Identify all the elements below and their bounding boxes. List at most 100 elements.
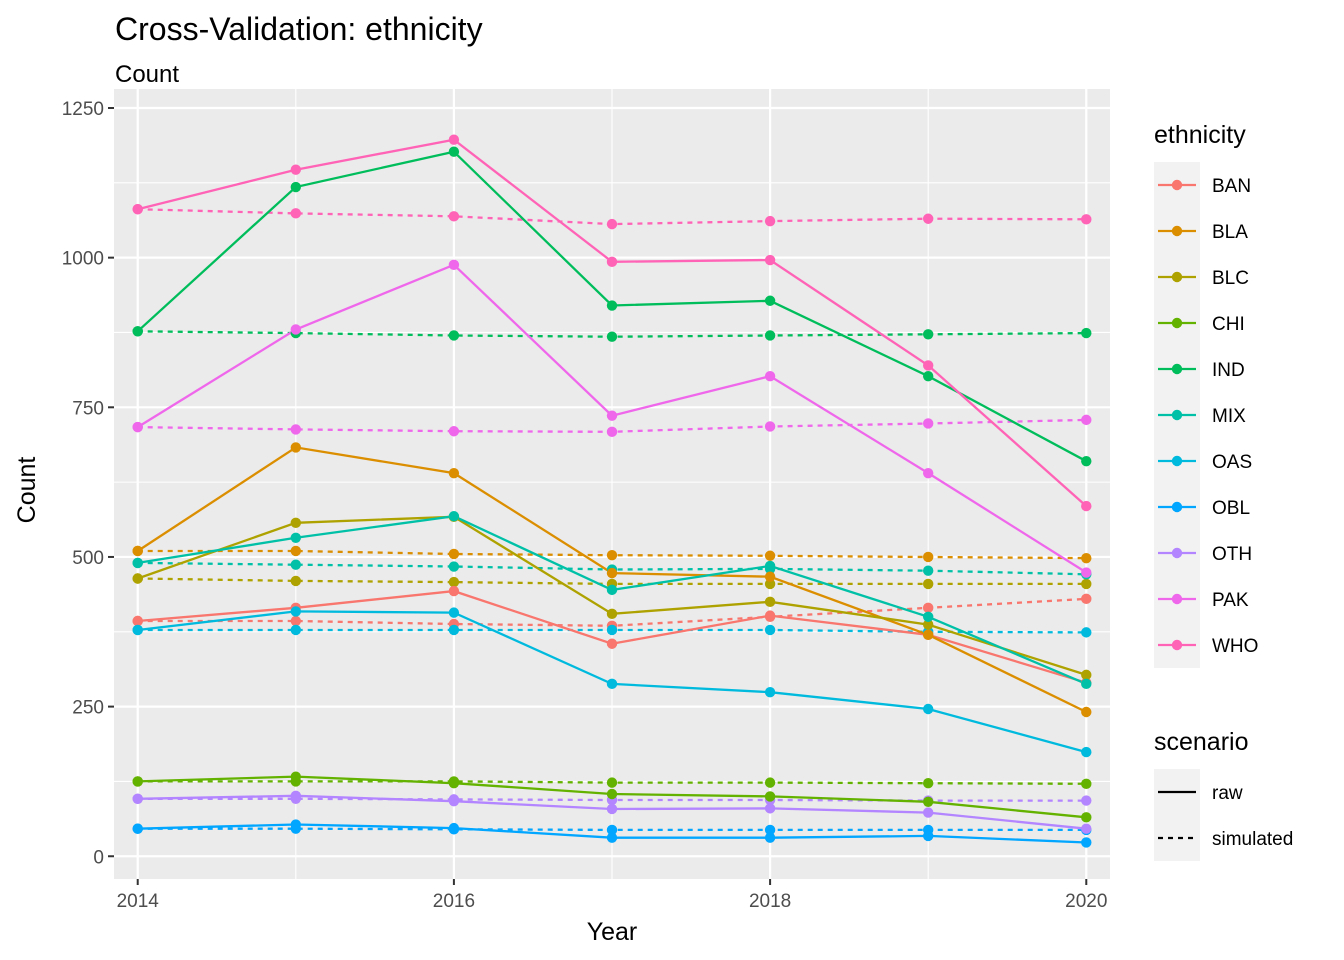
point-oth-simulated-2020 [1081,795,1092,806]
point-pak-raw-2019 [922,467,934,479]
point-pak-raw-2018 [764,370,776,382]
y-tick-label: 500 [72,548,104,569]
y-tick-label: 0 [93,847,104,868]
point-ban-raw-2018 [764,610,776,621]
point-ind-simulated-2020 [1081,327,1092,339]
point-bla-simulated-2016 [448,548,460,560]
point-bla-simulated-2015 [290,545,302,557]
point-obl-raw-2017 [606,832,618,843]
legend-key-point [1171,593,1183,605]
point-mix-simulated-2015 [290,559,302,570]
chart-title: Cross-Validation: ethnicity [115,11,483,47]
point-chi-simulated-2018 [764,777,776,788]
legend-label-pak: PAK [1212,590,1249,611]
point-pak-simulated-2016 [448,426,460,437]
point-blc-raw-2018 [764,596,776,608]
point-ind-raw-2016 [448,146,460,157]
point-chi-raw-2020 [1081,812,1092,823]
point-blc-raw-2020 [1081,669,1092,681]
point-bla-raw-2017 [606,567,618,579]
point-bla-raw-2015 [290,442,302,453]
point-ind-simulated-2019 [922,329,934,340]
point-ind-raw-2020 [1081,455,1092,467]
point-chi-raw-2019 [922,796,934,807]
legend-key-point [1171,455,1183,467]
legend-label-oth: OTH [1212,544,1252,565]
point-who-simulated-2017 [606,218,618,230]
point-oas-raw-2016 [448,607,460,618]
point-pak-simulated-2020 [1081,414,1092,426]
point-who-simulated-2016 [448,211,460,222]
point-who-raw-2015 [290,164,302,175]
point-blc-raw-2015 [290,517,302,529]
point-who-raw-2018 [764,254,776,266]
point-ind-raw-2018 [764,295,776,306]
point-who-simulated-2015 [290,208,302,219]
point-bla-raw-2016 [448,467,460,479]
point-oas-simulated-2016 [448,624,460,636]
point-ban-raw-2016 [448,585,460,597]
point-mix-raw-2014 [132,557,143,569]
point-oas-simulated-2015 [290,624,302,636]
point-blc-raw-2014 [132,573,143,584]
point-who-raw-2020 [1081,500,1092,512]
point-blc-raw-2019 [922,619,934,630]
point-obl-simulated-2017 [606,824,618,836]
legend-label-oas: OAS [1212,452,1252,473]
x-tick-label: 2020 [1065,891,1107,912]
point-who-raw-2016 [448,134,460,145]
legend-key-point [1171,547,1183,559]
x-tick-label: 2016 [433,891,475,912]
legend-label-simulated: simulated [1212,829,1293,850]
legend-key-point [1171,271,1183,283]
point-ind-raw-2017 [606,300,618,311]
legend-key-point [1171,639,1183,651]
legend-key-point [1171,317,1183,329]
point-pak-simulated-2017 [606,426,618,438]
point-who-raw-2017 [606,256,618,268]
point-ind-raw-2014 [132,326,143,337]
point-oas-simulated-2018 [764,624,776,636]
point-chi-raw-2014 [132,776,143,787]
point-ind-raw-2019 [922,370,934,382]
point-ind-simulated-2018 [764,330,776,341]
point-ind-simulated-2017 [606,331,618,342]
legend-label-who: WHO [1212,636,1258,657]
y-tick-label: 750 [72,398,104,419]
axes: 0 250 500 750 1000 1250 2014 2016 2018 2020 [62,99,1108,912]
x-axis-title: Year [587,918,638,946]
point-bla-raw-2019 [922,629,934,640]
legend-label-bla: BLA [1212,222,1248,243]
point-blc-raw-2017 [606,608,618,620]
point-ban-simulated-2015 [290,615,302,627]
point-oth-raw-2015 [290,790,302,801]
point-bla-simulated-2019 [922,551,934,563]
point-mix-raw-2017 [606,584,618,596]
point-obl-raw-2019 [922,830,934,842]
point-bla-simulated-2018 [764,550,776,561]
point-chi-simulated-2020 [1081,778,1092,790]
point-pak-simulated-2018 [764,421,776,432]
point-bla-raw-2018 [764,571,776,582]
legend-label-mix: MIX [1212,406,1246,427]
legend-key-point [1171,179,1183,191]
legend-label-blc: BLC [1212,268,1249,289]
point-obl-raw-2015 [290,819,302,830]
point-oth-raw-2016 [448,795,460,807]
point-oas-raw-2015 [290,606,302,617]
point-pak-raw-2014 [132,421,143,433]
point-bla-simulated-2020 [1081,552,1092,564]
point-obl-simulated-2018 [764,824,776,836]
point-oth-raw-2020 [1081,823,1092,834]
point-oth-raw-2017 [606,803,618,815]
legend-label-obl: OBL [1212,498,1250,519]
point-pak-raw-2020 [1081,567,1092,578]
point-who-simulated-2018 [764,215,776,227]
y-tick-label: 1000 [62,249,104,270]
point-who-simulated-2020 [1081,214,1092,225]
chart-subtitle: Count [115,61,179,88]
point-ban-simulated-2020 [1081,593,1092,605]
legend-label-ind: IND [1212,360,1245,381]
point-ban-raw-2014 [132,615,143,627]
point-pak-simulated-2019 [922,418,934,429]
